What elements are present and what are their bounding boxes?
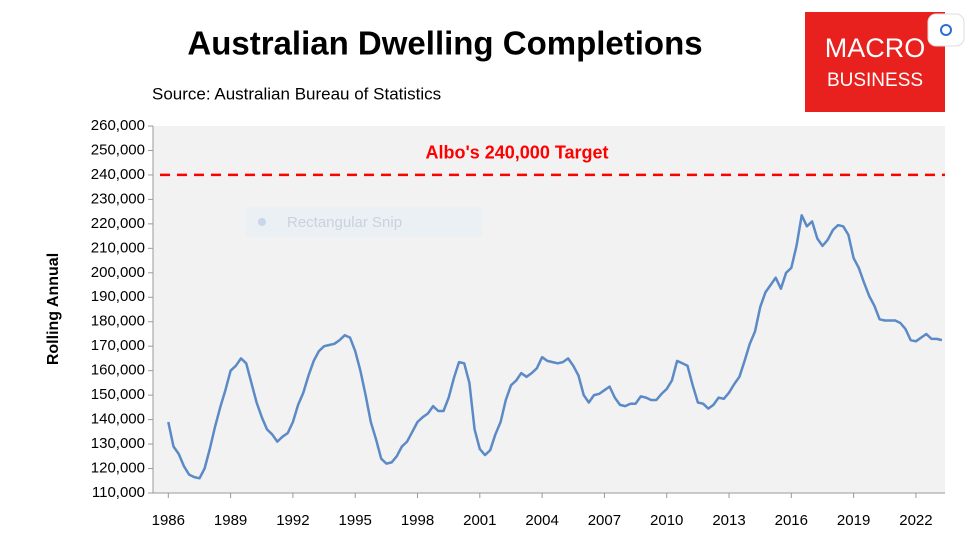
y-tick-label: 260,000 (91, 117, 145, 134)
screenshot-button[interactable] (927, 13, 965, 47)
y-axis-label: Rolling Annual (45, 253, 62, 365)
x-tick-label: 2016 (775, 512, 808, 529)
x-tick-label: 1989 (214, 512, 247, 529)
y-tick-label: 230,000 (91, 190, 145, 207)
chart-title: Australian Dwelling Completions (187, 25, 702, 62)
x-tick-label: 2007 (588, 512, 621, 529)
x-tick-label: 2019 (837, 512, 870, 529)
y-tick-label: 180,000 (91, 313, 145, 330)
y-tick-label: 160,000 (91, 362, 145, 379)
logo-text: MACRO (825, 33, 926, 63)
x-tick-label: 2010 (650, 512, 683, 529)
y-tick-label: 190,000 (91, 288, 145, 305)
screenshot-icon (940, 24, 952, 36)
chart-subtitle: Source: Australian Bureau of Statistics (152, 84, 441, 103)
y-tick-label: 170,000 (91, 337, 145, 354)
y-tick-label: 210,000 (91, 239, 145, 256)
x-tick-label: 1986 (152, 512, 185, 529)
y-tick-label: 140,000 (91, 411, 145, 428)
snip-icon (258, 218, 266, 226)
y-tick-label: 240,000 (91, 166, 145, 183)
y-tick-label: 250,000 (91, 141, 145, 158)
x-tick-label: 1995 (339, 512, 372, 529)
y-tick-label: 150,000 (91, 386, 145, 403)
snip-overlay (246, 207, 482, 237)
x-tick-label: 1998 (401, 512, 434, 529)
logo (805, 12, 945, 112)
snip-overlay-text: Rectangular Snip (287, 214, 402, 231)
x-tick-label: 2001 (463, 512, 496, 529)
x-tick-label: 2004 (525, 512, 558, 529)
logo-text: BUSINESS (827, 70, 923, 91)
y-tick-label: 130,000 (91, 435, 145, 452)
plot-background (153, 126, 945, 493)
y-tick-label: 120,000 (91, 460, 145, 477)
x-tick-label: 1992 (276, 512, 309, 529)
data-line (167, 214, 943, 480)
x-tick-label: 2013 (712, 512, 745, 529)
y-tick-label: 110,000 (92, 484, 145, 501)
target-label: Albo's 240,000 Target (425, 143, 608, 163)
y-tick-label: 220,000 (91, 215, 145, 232)
y-tick-label: 200,000 (91, 264, 145, 281)
x-tick-label: 2022 (899, 512, 932, 529)
